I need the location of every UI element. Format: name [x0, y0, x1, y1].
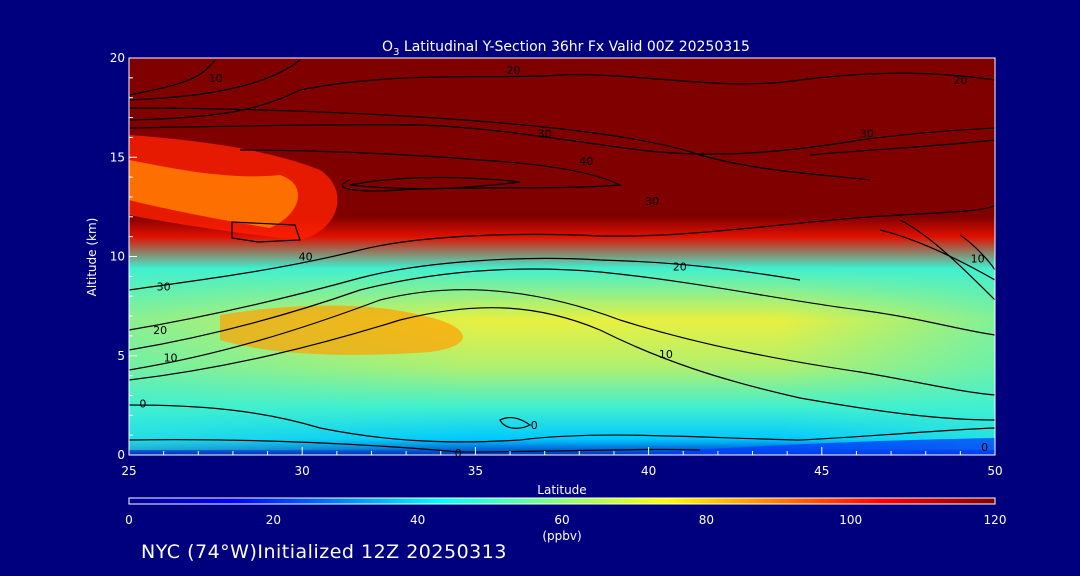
contour-label: 40: [579, 155, 593, 168]
orange-midlevel: [220, 305, 463, 355]
colorbar-tick-label: 100: [839, 513, 862, 527]
contour-label: 20: [153, 324, 167, 337]
x-tick-label: 35: [468, 464, 483, 478]
x-tick-label: 45: [814, 464, 829, 478]
colorbar-tick-label: 60: [554, 513, 569, 527]
colorbar-tick-label: 120: [984, 513, 1007, 527]
contour-label: 30: [645, 195, 659, 208]
x-tick-label: 50: [987, 464, 1002, 478]
chart-title: O3 Latitudinal Y-Section 36hr Fx Valid 0…: [382, 39, 750, 58]
colorbar-unit: (ppbv): [542, 529, 581, 543]
contour-label: 10: [659, 348, 673, 361]
y-tick-label: 15: [110, 150, 125, 164]
x-axis-label: Latitude: [537, 483, 586, 497]
contour-label: 10: [209, 72, 223, 85]
colorbar-ticks: 0 20 40 60 80 100 120: [125, 513, 1006, 527]
colorbar: [128, 497, 996, 505]
contour-label: 0: [531, 419, 538, 432]
x-tick-label: 25: [121, 464, 136, 478]
x-tick-label: 30: [295, 464, 310, 478]
x-axis: 25 30 35 40 45 50: [121, 447, 1003, 478]
y-axis-label: Altitude (km): [85, 218, 99, 297]
surface-blue: [600, 438, 995, 455]
x-tick-label: 40: [641, 464, 656, 478]
contour-label: 30: [157, 280, 171, 293]
colorbar-tick-label: 20: [266, 513, 281, 527]
contour-lines: [129, 59, 995, 453]
contour-label: 20: [507, 64, 521, 77]
contour-label: 10: [164, 352, 178, 365]
contour-label: 20: [953, 74, 967, 87]
contour-label: 40: [299, 251, 313, 264]
y-tick-label: 20: [110, 51, 125, 65]
ozone-field: [129, 58, 995, 455]
field-edge-fade: [129, 270, 995, 450]
y-axis: 0 5 10 15 20: [110, 51, 137, 462]
contour-labels: 40 30 30 30 20 20 10 40 30 20 10 0 0 0 20 10 10 0: [139, 64, 988, 460]
contour-label: 0: [455, 447, 462, 460]
y-tick-label: 5: [117, 349, 125, 363]
contour-label: 10: [971, 252, 985, 265]
contour-label: 20: [673, 260, 687, 273]
colorbar-tick-label: 40: [410, 513, 425, 527]
y-tick-label: 0: [117, 448, 125, 462]
contour-label: 0: [139, 397, 146, 410]
colorbar-tick-label: 80: [699, 513, 714, 527]
contour-label: 30: [860, 127, 874, 140]
y-tick-label: 10: [110, 250, 125, 264]
colorbar-tick-label: 0: [125, 513, 133, 527]
orange-core: [129, 160, 299, 228]
contour-label: 0: [981, 441, 988, 454]
initialization-note: NYC (74°W)Initialized 12Z 20250313: [141, 541, 507, 563]
contour-label: 30: [538, 127, 552, 140]
